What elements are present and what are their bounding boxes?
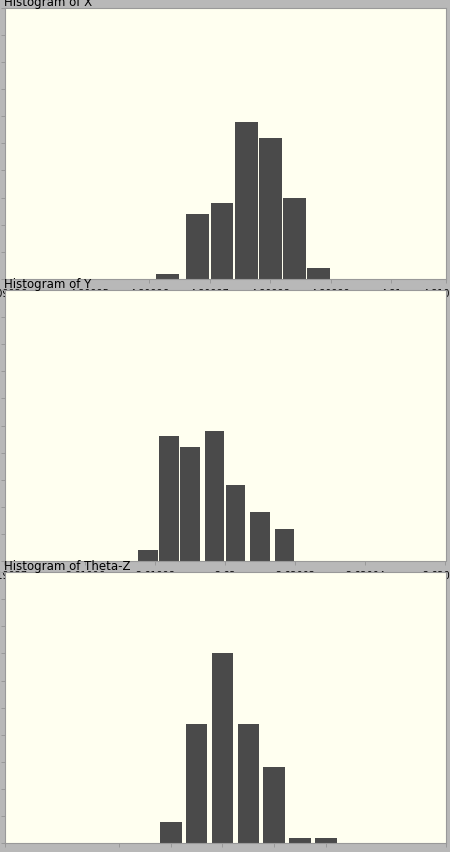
X-axis label: X um: X um — [211, 302, 239, 311]
Bar — [139, 550, 158, 561]
Bar — [186, 724, 207, 843]
Bar — [315, 838, 337, 843]
Bar — [205, 431, 224, 561]
Bar — [250, 513, 270, 561]
Bar — [283, 199, 306, 279]
Bar — [160, 822, 181, 843]
Bar — [263, 768, 285, 843]
Bar — [211, 204, 234, 279]
Bar — [289, 838, 311, 843]
Bar — [307, 268, 330, 279]
Text: Histogram of Y: Histogram of Y — [4, 278, 92, 291]
Bar — [226, 486, 245, 561]
Bar — [259, 139, 282, 279]
Bar — [234, 123, 257, 279]
Bar — [238, 724, 259, 843]
Text: Histogram of Theta-Z: Histogram of Theta-Z — [4, 560, 131, 573]
Bar — [180, 447, 200, 561]
Bar — [156, 274, 179, 279]
Text: Histogram of X: Histogram of X — [4, 0, 93, 9]
Bar — [275, 529, 294, 561]
Bar — [159, 437, 179, 561]
Bar — [212, 653, 234, 843]
Bar — [186, 215, 209, 279]
X-axis label: Y um: Y um — [211, 584, 239, 593]
